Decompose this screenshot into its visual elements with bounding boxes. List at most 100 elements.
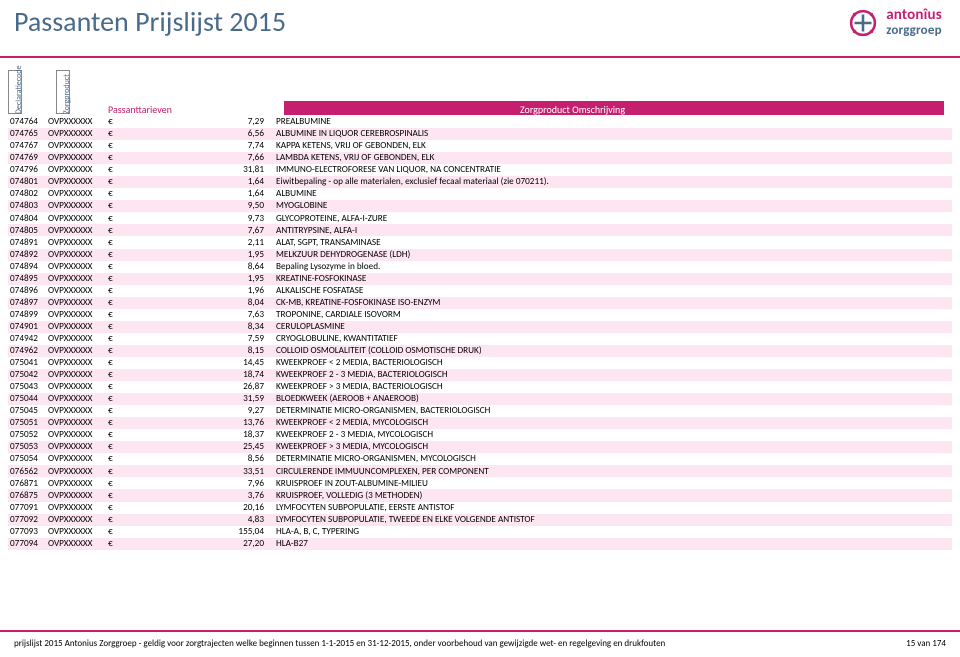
cell-prod: OVPXXXXXX [48,490,108,502]
cell-value: 26,87 [122,381,272,393]
cell-value: 8,15 [122,345,272,357]
cell-desc: ALBUMINE [272,188,952,200]
table-row: 075051OVPXXXXXX€13,76KWEEKPROEF < 2 MEDI… [8,417,952,429]
cell-prod: OVPXXXXXX [48,285,108,297]
cell-desc: PREALBUMINE [272,116,952,128]
cell-code: 074942 [8,333,48,345]
cell-prod: OVPXXXXXX [48,466,108,478]
cell-value: 14,45 [122,357,272,369]
cell-prod: OVPXXXXXX [48,140,108,152]
cell-code: 074805 [8,225,48,237]
cell-code: 075044 [8,393,48,405]
cell-code: 077094 [8,538,48,550]
cell-value: 7,96 [122,478,272,490]
cell-code: 077092 [8,514,48,526]
page-footer: prijslijst 2015 Antonius Zorggroep - gel… [0,630,960,657]
table-row: 076871OVPXXXXXX€7,96KRUISPROEF IN ZOUT-A… [8,477,952,489]
logo-line2: zorggroep [886,24,942,38]
table-row: 074891OVPXXXXXX€2,11ALAT, SGPT, TRANSAMI… [8,236,952,248]
cell-code: 074767 [8,140,48,152]
cell-value: 1,64 [122,188,272,200]
cell-value: 8,64 [122,261,272,273]
cell-code: 074895 [8,273,48,285]
cell-value: 7,67 [122,225,272,237]
cell-prod: OVPXXXXXX [48,188,108,200]
cell-desc: LYMFOCYTEN SUBPOPULATIE, TWEEDE EN ELKE … [272,514,952,526]
cell-prod: OVPXXXXXX [48,345,108,357]
cell-value: 155,04 [122,526,272,538]
cell-desc: CRYOGLOBULINE, KWANTITATIEF [272,333,952,345]
cell-code: 075052 [8,429,48,441]
cell-value: 6,56 [122,128,272,140]
cell-prod: OVPXXXXXX [48,128,108,140]
cell-currency: € [108,188,122,200]
cell-currency: € [108,417,122,429]
cell-currency: € [108,249,122,261]
cell-code: 074962 [8,345,48,357]
table-row: 077092OVPXXXXXX€4,83LYMFOCYTEN SUBPOPULA… [8,514,952,526]
cell-code: 074802 [8,188,48,200]
table-row: 074765OVPXXXXXX€6,56ALBUMINE IN LIQUOR C… [8,128,952,140]
cell-value: 8,04 [122,297,272,309]
table-row: 075041OVPXXXXXX€14,45KWEEKPROEF < 2 MEDI… [8,357,952,369]
cell-prod: OVPXXXXXX [48,225,108,237]
cell-code: 077093 [8,526,48,538]
cell-desc: LYMFOCYTEN SUBPOPULATIE, EERSTE ANTISTOF [272,502,952,514]
cell-value: 1,96 [122,285,272,297]
cell-value: 1,95 [122,273,272,285]
cell-currency: € [108,538,122,550]
table-row: 074894OVPXXXXXX€8,64Bepaling Lysozyme in… [8,261,952,273]
cell-code: 074801 [8,176,48,188]
cell-currency: € [108,152,122,164]
table-row: 074896OVPXXXXXX€1,96ALKALISCHE FOSFATASE [8,285,952,297]
cell-desc: KWEEKPROEF 2 - 3 MEDIA, BACTERIOLOGISCH [272,369,952,381]
table-row: 074764OVPXXXXXX€7,29PREALBUMINE [8,116,952,128]
table-row: 074942OVPXXXXXX€7,59CRYOGLOBULINE, KWANT… [8,333,952,345]
cell-desc: CERULOPLASMINE [272,321,952,333]
footer-page: 15 van 174 [906,638,946,649]
cell-value: 7,66 [122,152,272,164]
price-table: 074764OVPXXXXXX€7,29PREALBUMINE074765OVP… [8,116,952,550]
col-passanttarieven: Passanttarieven [108,103,172,116]
cell-currency: € [108,381,122,393]
cell-currency: € [108,357,122,369]
table-row: 074897OVPXXXXXX€8,04CK-MB, KREATINE-FOSF… [8,297,952,309]
cell-prod: OVPXXXXXX [48,321,108,333]
cell-desc: KRUISPROEF IN ZOUT-ALBUMINE-MILIEU [272,478,952,490]
cell-currency: € [108,128,122,140]
cell-code: 074896 [8,285,48,297]
cell-code: 076875 [8,490,48,502]
cell-prod: OVPXXXXXX [48,116,108,128]
table-row: 076875OVPXXXXXX€3,76KRUISPROEF, VOLLEDIG… [8,489,952,501]
page-title: Passanten Prijslijst 2015 [14,4,286,39]
cell-code: 075053 [8,441,48,453]
page-header: Passanten Prijslijst 2015 antonîus zorgg… [0,0,960,58]
cell-desc: ALBUMINE IN LIQUOR CEREBROSPINALIS [272,128,952,140]
table-row: 075042OVPXXXXXX€18,74KWEEKPROEF 2 - 3 ME… [8,369,952,381]
cell-value: 9,73 [122,213,272,225]
cell-code: 074894 [8,261,48,273]
cell-desc: CIRCULERENDE IMMUUNCOMPLEXEN, PER COMPON… [272,466,952,478]
cell-prod: OVPXXXXXX [48,297,108,309]
cell-currency: € [108,490,122,502]
cell-currency: € [108,140,122,152]
cell-currency: € [108,176,122,188]
table-row: 074796OVPXXXXXX€31,81IMMUNO-ELECTROFORES… [8,164,952,176]
cell-prod: OVPXXXXXX [48,249,108,261]
cell-value: 18,74 [122,369,272,381]
logo-text: antonîus zorggroep [886,8,942,37]
cell-code: 074769 [8,152,48,164]
cell-code: 074899 [8,309,48,321]
cell-prod: OVPXXXXXX [48,502,108,514]
table-row: 075052OVPXXXXXX€18,37KWEEKPROEF 2 - 3 ME… [8,429,952,441]
cell-value: 27,20 [122,538,272,550]
cell-desc: DETERMINATIE MICRO-ORGANISMEN, MYCOLOGIS… [272,453,952,465]
cell-prod: OVPXXXXXX [48,357,108,369]
cell-desc: TROPONINE, CARDIALE ISOVORM [272,309,952,321]
cell-desc: KWEEKPROEF < 2 MEDIA, BACTERIOLOGISCH [272,357,952,369]
cell-prod: OVPXXXXXX [48,381,108,393]
cell-prod: OVPXXXXXX [48,478,108,490]
cell-desc: COLLOID OSMOLALITEIT (COLLOID OSMOTISCHE… [272,345,952,357]
cell-prod: OVPXXXXXX [48,213,108,225]
cell-currency: € [108,453,122,465]
